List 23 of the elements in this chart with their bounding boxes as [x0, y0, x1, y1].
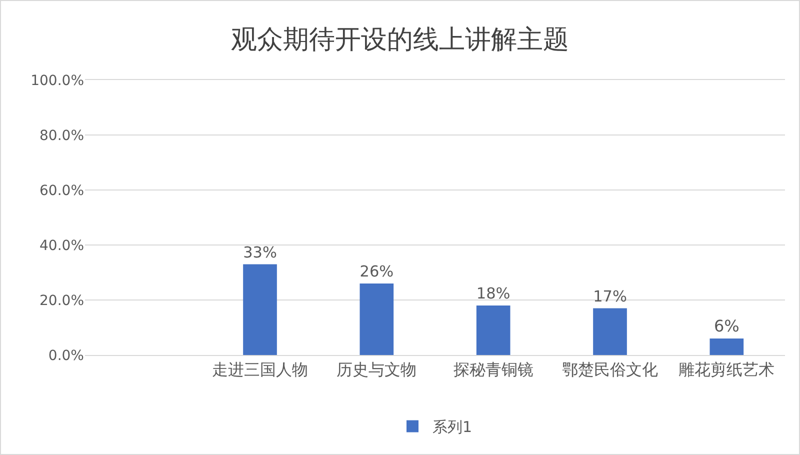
x-tick-label: 历史与文物	[336, 360, 417, 380]
data-label: 17%	[593, 287, 627, 306]
bar	[476, 306, 510, 355]
y-tick-label: 60.0%	[40, 182, 84, 199]
y-tick-label: 100.0%	[30, 72, 84, 89]
bar	[710, 338, 744, 355]
bar	[360, 284, 394, 355]
x-tick-label: 探秘青铜镜	[453, 360, 534, 380]
x-tick-label: 雕花剪纸艺术	[678, 360, 775, 380]
x-tick-label: 鄂楚民俗文化	[562, 360, 658, 380]
data-label: 26%	[360, 262, 394, 281]
y-tick-label: 20.0%	[40, 292, 84, 309]
bar	[243, 264, 277, 355]
bar	[593, 308, 627, 355]
y-tick-label: 40.0%	[40, 238, 84, 254]
chart-title: 观众期待开设的线上讲解主题	[231, 24, 569, 54]
legend-label: 系列1	[432, 418, 472, 436]
data-label: 33%	[243, 243, 277, 262]
y-tick-label: 80.0%	[40, 128, 84, 144]
y-tick-label: 0.0%	[48, 348, 84, 364]
data-label: 6%	[714, 316, 740, 336]
data-label: 18%	[476, 284, 510, 303]
x-tick-label: 走进三国人物	[212, 360, 308, 380]
